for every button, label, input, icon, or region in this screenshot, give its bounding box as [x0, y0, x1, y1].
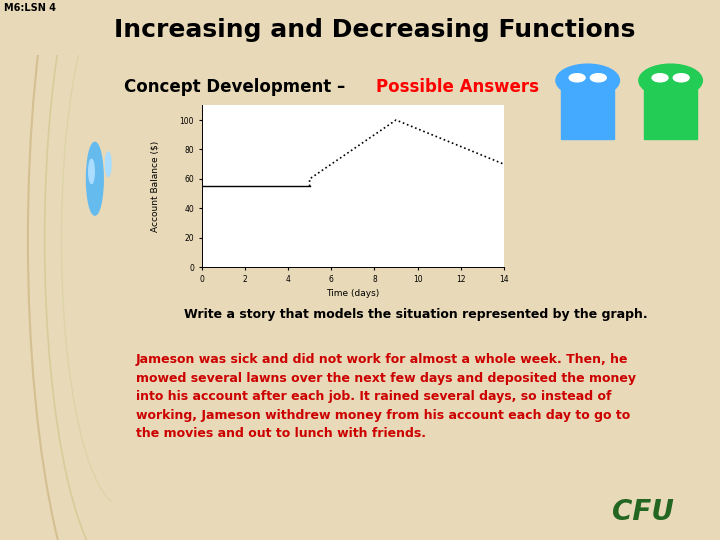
Circle shape [639, 64, 702, 97]
Circle shape [673, 73, 689, 82]
Text: Concept Development –: Concept Development – [124, 78, 351, 96]
Text: Write a story that models the situation represented by the graph.: Write a story that models the situation … [184, 308, 647, 321]
Bar [644, 89, 697, 139]
Circle shape [652, 73, 668, 82]
Circle shape [89, 159, 94, 184]
Circle shape [570, 73, 585, 82]
Y-axis label: Account Balance ($): Account Balance ($) [150, 141, 159, 232]
Circle shape [590, 73, 606, 82]
Circle shape [556, 64, 619, 97]
Bar [562, 89, 614, 139]
Text: Increasing and Decreasing Functions: Increasing and Decreasing Functions [114, 18, 635, 42]
X-axis label: Time (days): Time (days) [326, 289, 379, 299]
Text: CFU: CFU [612, 498, 673, 525]
Text: Possible Answers: Possible Answers [377, 78, 539, 96]
Circle shape [86, 143, 103, 215]
Text: M6:LSN 4: M6:LSN 4 [4, 3, 55, 13]
Text: Jameson was sick and did not work for almost a whole week. Then, he
mowed severa: Jameson was sick and did not work for al… [136, 353, 636, 440]
Circle shape [105, 152, 111, 176]
